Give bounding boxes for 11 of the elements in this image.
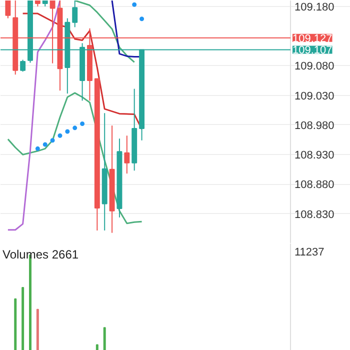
text: 11237 bbox=[294, 246, 324, 258]
ref-line-label: 109.127 bbox=[292, 32, 332, 45]
y-tick-label: 108.980 bbox=[294, 120, 334, 132]
y-tick-label: 109.030 bbox=[294, 90, 334, 102]
y-tick-label: 108.830 bbox=[294, 208, 334, 221]
chart-title: Volumes 2661 bbox=[2, 248, 79, 262]
ref-line-label: 109.107 bbox=[292, 44, 332, 57]
y-tick-label: 109.180 bbox=[294, 1, 334, 14]
y-tick-label: 109.080 bbox=[294, 60, 334, 73]
y-tick-label: 108.930 bbox=[294, 150, 334, 162]
y-tick-label: 108.880 bbox=[294, 179, 334, 192]
